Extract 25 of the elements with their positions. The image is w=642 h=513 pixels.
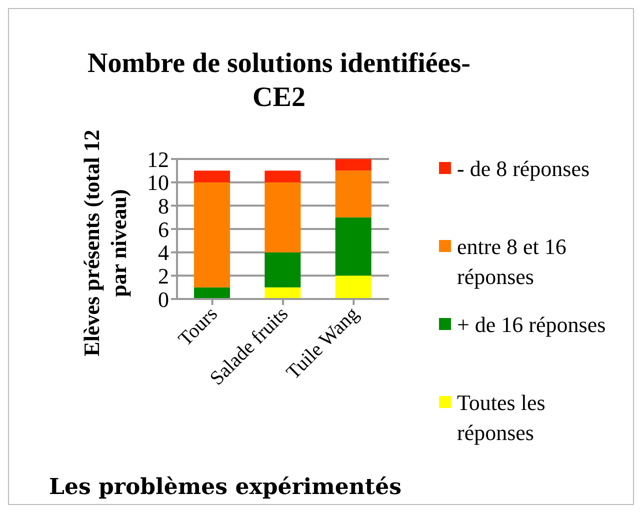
bar	[335, 276, 372, 299]
y-tick-label: 6	[158, 216, 169, 242]
bar	[335, 170, 372, 218]
y-tick-label: 8	[158, 193, 169, 218]
bar	[264, 252, 301, 288]
legend-label: + de 16 réponses	[457, 311, 606, 339]
legend-label: - de 8 réponses	[457, 155, 590, 183]
bar	[264, 170, 301, 182]
bar	[194, 182, 230, 288]
y-tick-label: 0	[158, 286, 169, 312]
bar	[264, 182, 301, 252]
y-tick-label: 12	[147, 146, 169, 172]
y-axis-title: Elèves présents (total 12 par niveau)	[78, 128, 132, 358]
legend-label: entre 8 et 16 réponses	[457, 233, 568, 291]
bar	[335, 217, 372, 276]
x-axis-title: Les problèmes expérimentés	[49, 474, 402, 500]
bar	[335, 159, 372, 171]
legend-label: Toutes les réponses	[457, 389, 546, 447]
y-tick-label: 10	[147, 170, 169, 196]
bar	[264, 287, 301, 299]
y-tick-label: 4	[158, 240, 169, 266]
bar	[194, 170, 230, 182]
chart-title: Nombre de solutions identifiées-CE2	[86, 47, 472, 115]
bar	[194, 287, 230, 299]
y-tick-label: 2	[158, 263, 169, 288]
